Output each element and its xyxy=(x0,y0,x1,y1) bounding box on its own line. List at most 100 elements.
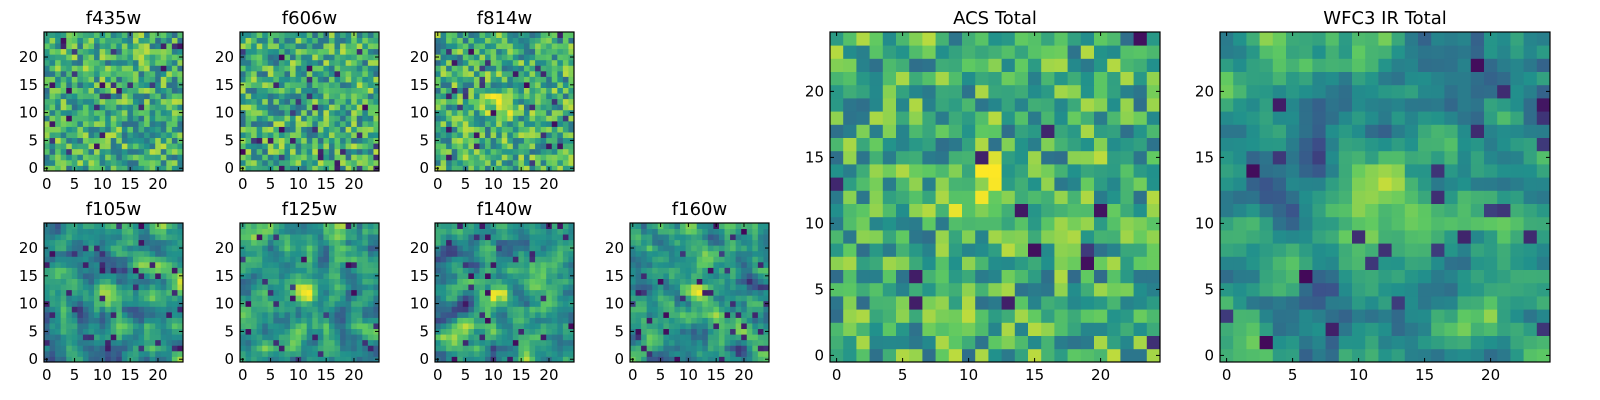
heatmap-cell xyxy=(685,228,692,235)
heatmap-cell xyxy=(66,261,73,268)
heatmap-cell xyxy=(166,43,173,50)
heatmap-cell xyxy=(713,234,720,241)
heatmap-cell xyxy=(166,261,173,268)
heatmap-cell xyxy=(155,98,162,105)
heatmap-cell xyxy=(273,228,280,235)
heatmap-cell xyxy=(110,120,117,127)
heatmap-cell xyxy=(166,295,173,302)
heatmap-cell xyxy=(273,65,280,72)
heatmap-cell xyxy=(77,328,84,335)
y-tick-label: 5 xyxy=(28,131,38,149)
heatmap-cell xyxy=(446,132,453,139)
heatmap-cell xyxy=(507,87,514,94)
heatmap-cell xyxy=(160,245,167,252)
heatmap-cell xyxy=(446,32,453,38)
heatmap-cell xyxy=(635,278,642,285)
heatmap-cell xyxy=(94,273,100,279)
heatmap-cell xyxy=(557,345,564,352)
heatmap-cell xyxy=(110,165,117,172)
heatmap-cell xyxy=(278,289,285,296)
heatmap-cell xyxy=(110,59,117,66)
heatmap-cell xyxy=(301,37,308,44)
heatmap-cell xyxy=(290,37,296,44)
heatmap-cell xyxy=(245,289,252,296)
heatmap-cell xyxy=(160,334,167,341)
heatmap-cell xyxy=(60,311,67,318)
heatmap-cell xyxy=(507,54,514,61)
heatmap-cell xyxy=(440,328,447,335)
heatmap-cell xyxy=(540,273,547,279)
heatmap-cell xyxy=(630,345,636,352)
heatmap-cell xyxy=(110,350,117,357)
heatmap-cell xyxy=(273,323,280,330)
heatmap-cell xyxy=(132,250,139,257)
heatmap-cell xyxy=(144,148,151,155)
heatmap-cell xyxy=(518,126,525,133)
heatmap-cell xyxy=(328,76,335,83)
heatmap-cell xyxy=(485,306,491,313)
heatmap-cell xyxy=(557,154,564,161)
heatmap-cell xyxy=(328,334,335,341)
heatmap-cell xyxy=(479,115,486,122)
heatmap-cell xyxy=(66,54,73,61)
heatmap-cell xyxy=(340,239,347,246)
heatmap-cell xyxy=(82,339,89,346)
heatmap-cell xyxy=(105,278,112,285)
heatmap-cell xyxy=(922,256,936,270)
heatmap-cell xyxy=(496,59,503,66)
heatmap-cell xyxy=(730,317,737,324)
heatmap-cell xyxy=(735,334,742,341)
heatmap-cell xyxy=(88,256,95,263)
heatmap-cell xyxy=(317,317,324,324)
heatmap-cell xyxy=(312,115,319,122)
heatmap-cell xyxy=(105,48,112,55)
x-tick-label: 10 xyxy=(289,175,308,193)
heatmap-cell xyxy=(496,245,503,252)
heatmap-cell xyxy=(160,93,167,100)
heatmap-cell xyxy=(518,350,525,357)
heatmap-cell xyxy=(440,278,447,285)
heatmap-cell xyxy=(668,267,675,274)
heatmap-cell xyxy=(267,87,274,94)
heatmap-cell xyxy=(44,317,50,324)
panel-title: f606w xyxy=(282,8,337,29)
heatmap-cell xyxy=(88,267,95,274)
heatmap-cell xyxy=(88,126,95,133)
heatmap-cell xyxy=(155,234,162,241)
heatmap-cell xyxy=(328,261,335,268)
heatmap-cell xyxy=(110,98,117,105)
heatmap-cell xyxy=(132,284,139,291)
heatmap-cell xyxy=(546,143,553,150)
heatmap-cell xyxy=(468,98,475,105)
heatmap-cell xyxy=(251,65,258,72)
heatmap-cell xyxy=(462,120,469,127)
heatmap-cell xyxy=(462,295,469,302)
heatmap-cell xyxy=(171,59,178,66)
heatmap-cell xyxy=(334,317,341,324)
heatmap-cell xyxy=(1001,269,1016,284)
heatmap-cell xyxy=(317,328,324,335)
heatmap-cell xyxy=(674,223,681,229)
heatmap-cell xyxy=(685,306,692,313)
heatmap-cell xyxy=(440,87,447,94)
heatmap-cell xyxy=(507,32,514,38)
heatmap-cell xyxy=(485,256,491,263)
heatmap-cell xyxy=(909,164,923,178)
heatmap-cell xyxy=(82,234,89,241)
heatmap-cell xyxy=(557,295,564,302)
heatmap-cell xyxy=(674,267,681,274)
heatmap-cell xyxy=(171,109,178,116)
heatmap-cell xyxy=(312,70,319,77)
axes-frame xyxy=(434,31,575,172)
heatmap-cell xyxy=(367,345,374,352)
heatmap-cell xyxy=(735,339,742,346)
heatmap-cell xyxy=(301,109,308,116)
heatmap-cell xyxy=(116,250,123,257)
heatmap-cell xyxy=(144,261,151,268)
heatmap-cell xyxy=(440,115,447,122)
heatmap-cell xyxy=(635,284,642,291)
heatmap-cell xyxy=(171,154,178,161)
heatmap-cell xyxy=(680,250,686,257)
heatmap-cell xyxy=(60,93,67,100)
heatmap-cell xyxy=(529,70,536,77)
